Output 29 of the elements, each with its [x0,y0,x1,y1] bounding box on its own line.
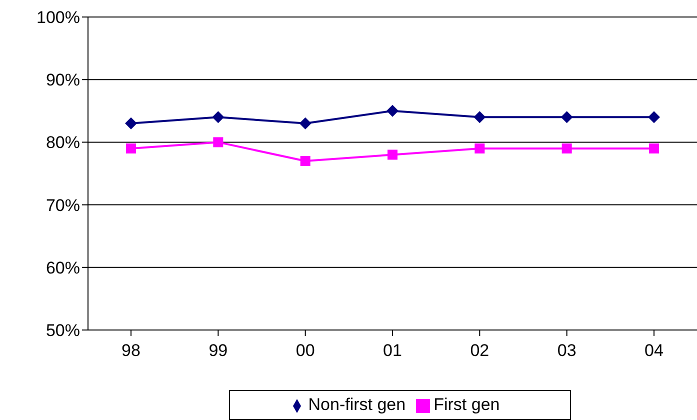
x-tick-label: 00 [296,341,315,360]
point [474,143,485,154]
point [300,156,310,166]
x-tick-label: 03 [557,341,576,360]
x-tick-label: 01 [383,341,402,360]
point [299,117,312,130]
y-tick-label: 90% [46,70,80,90]
point [212,111,224,124]
point [125,117,137,130]
point [126,143,136,154]
point [386,104,398,117]
point [648,111,660,124]
y-tick-label: 100% [36,8,80,28]
y-tick-label: 80% [46,133,80,152]
y-tick-label: 70% [46,196,80,215]
point [649,143,659,154]
legend-label: First gen [434,395,500,414]
point [474,111,486,124]
x-tick-label: 02 [470,341,490,360]
legend-label: Non-first gen [308,395,406,414]
point [560,111,573,124]
point [388,150,398,160]
x-tick-label: 98 [122,341,140,360]
point [562,143,572,154]
y-tick-label: 50% [46,321,80,340]
x-tick-label: 04 [644,341,664,360]
y-tick-label: 60% [46,258,80,278]
point [213,137,224,148]
x-tick-label: 99 [208,341,228,360]
